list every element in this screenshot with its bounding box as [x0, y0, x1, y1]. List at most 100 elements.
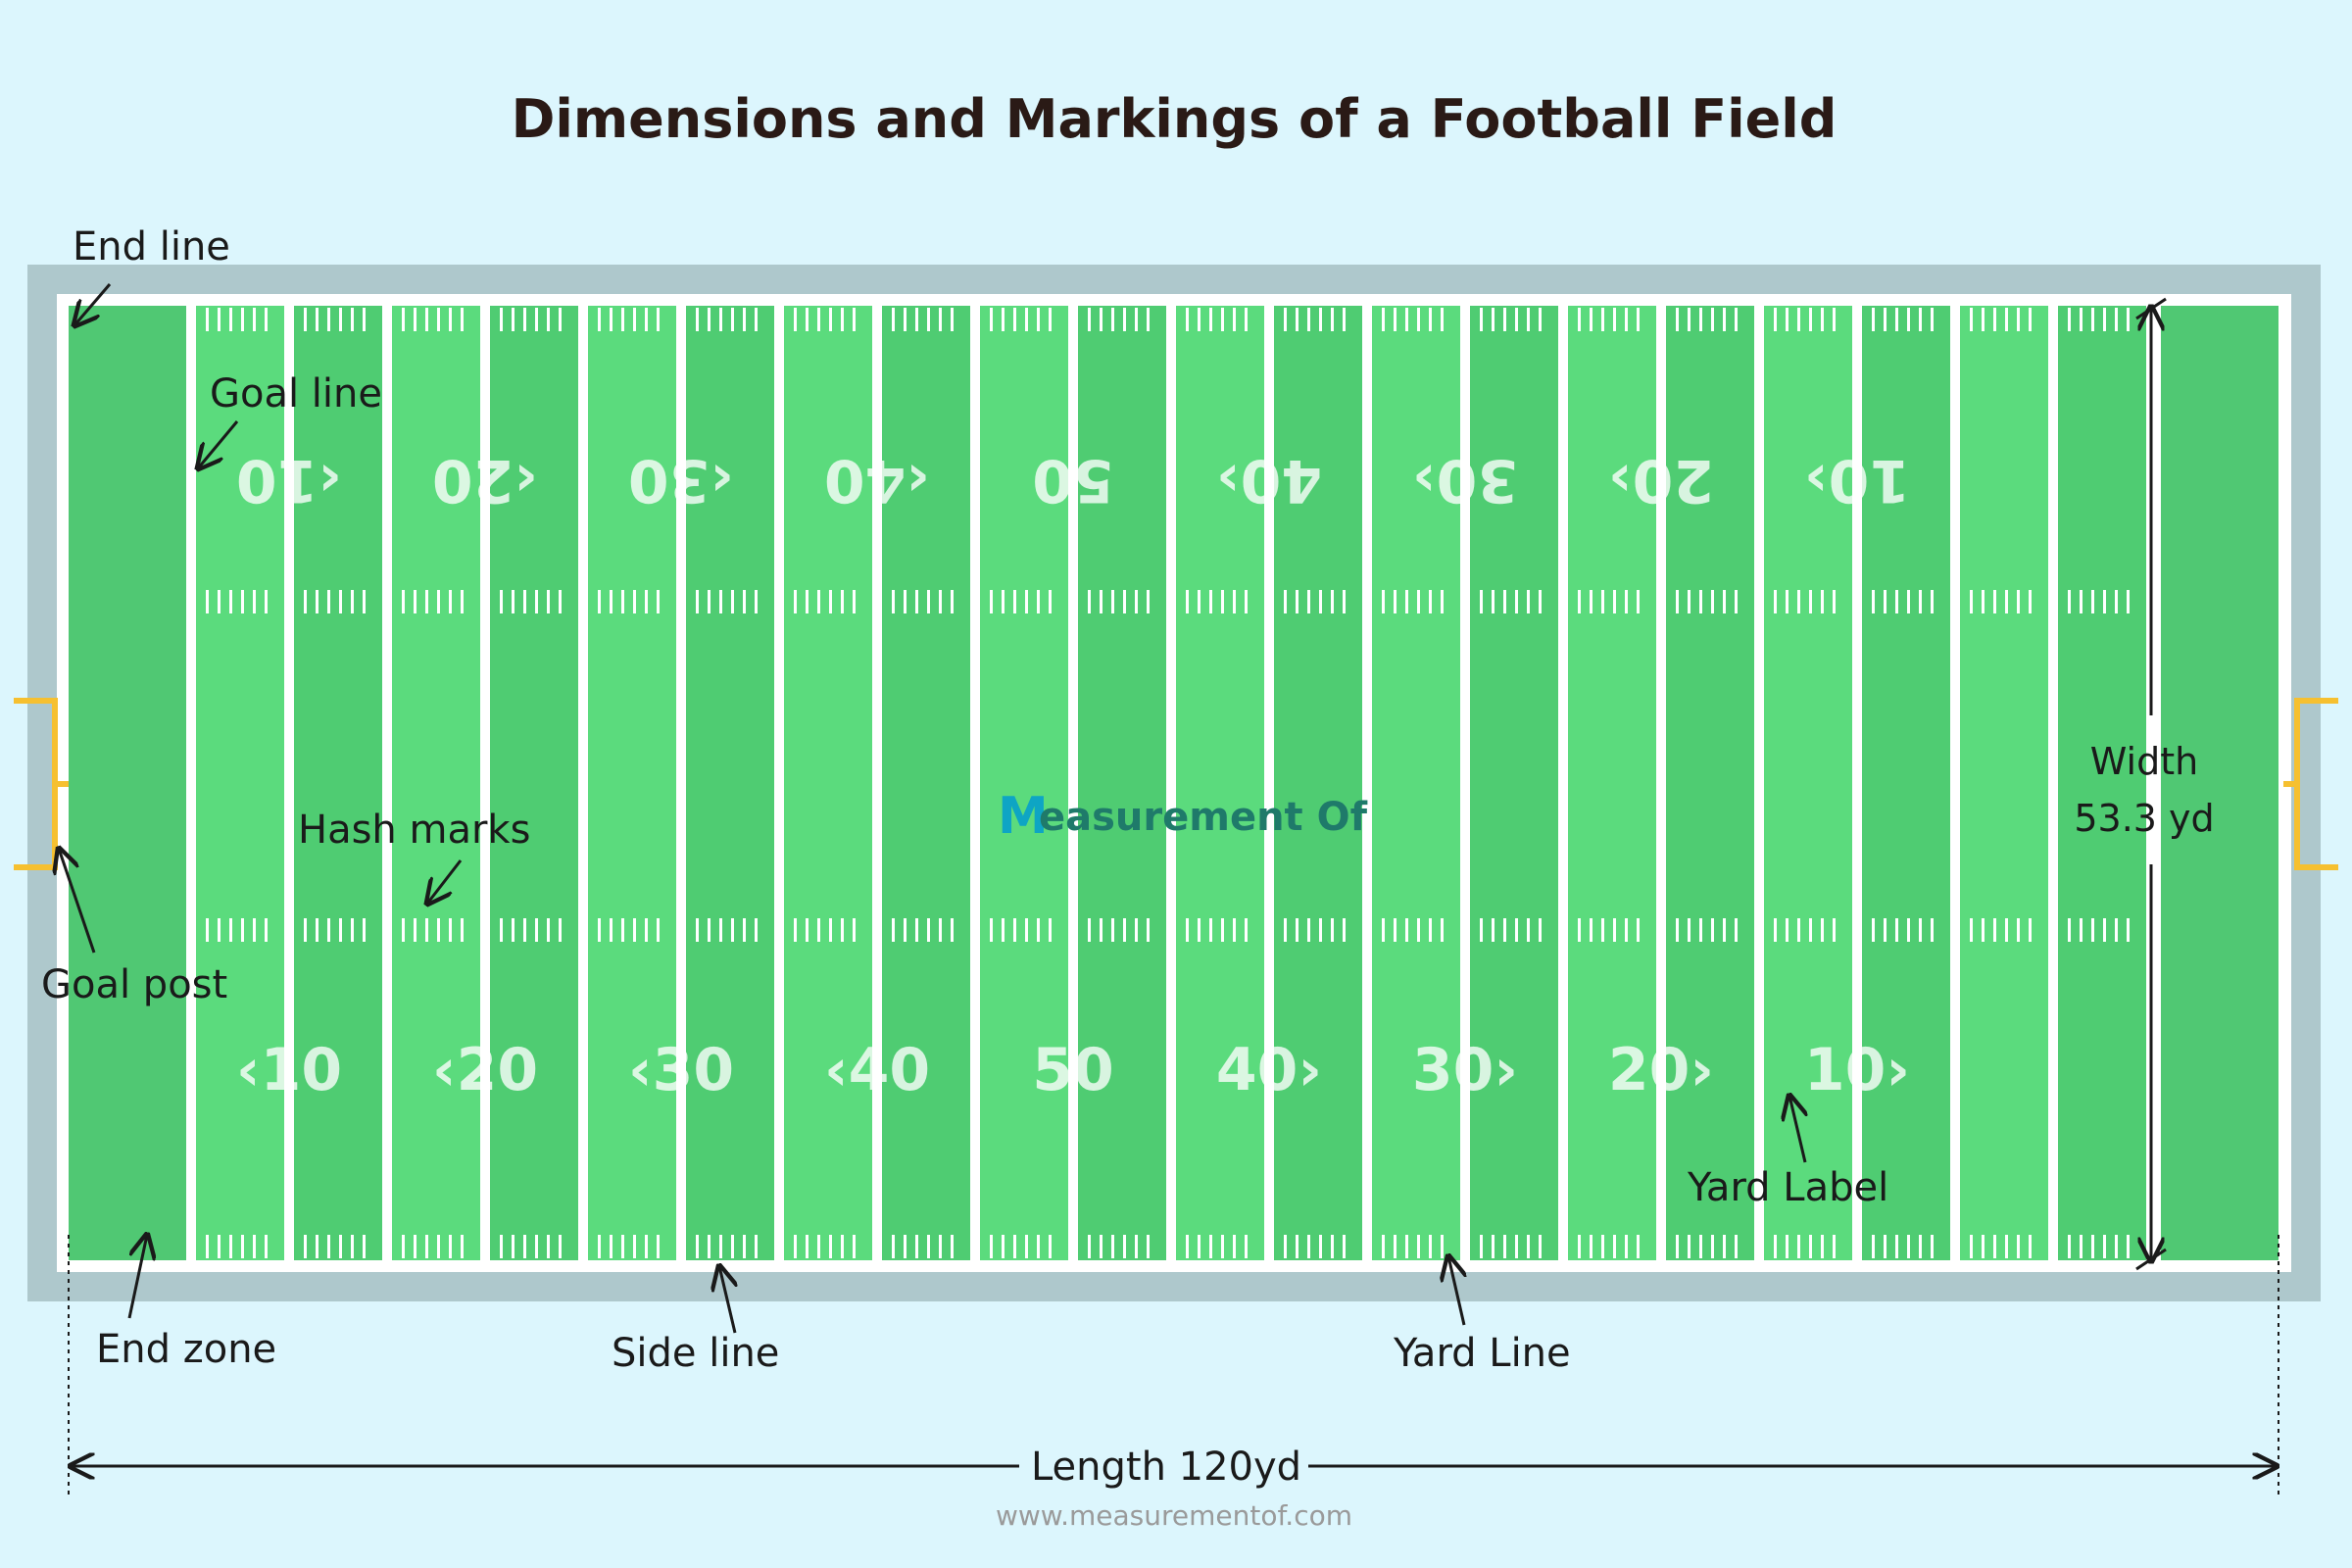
hash-mark-group	[1872, 1235, 1934, 1258]
hash-mark-group	[1676, 308, 1738, 331]
yard-number-bottom: 50	[1032, 1036, 1114, 1104]
hash-mark-group	[1088, 918, 1150, 942]
hash-mark-group	[1088, 1235, 1150, 1258]
hash-mark-group	[1970, 1235, 2032, 1258]
goal-post-right	[2283, 698, 2338, 870]
end-line-label: End line	[73, 224, 230, 270]
hash-mark-group	[1186, 1235, 1248, 1258]
field-strip	[2058, 306, 2146, 1260]
yard-number-top: ‹40	[824, 446, 930, 514]
hash-mark-group	[1382, 308, 1444, 331]
hash-mark-group	[1774, 1235, 1836, 1258]
hash-mark-group	[1480, 1235, 1542, 1258]
field-strip	[784, 306, 872, 1260]
hash-mark-group	[1578, 918, 1640, 942]
yard-number-bottom: 10›	[1804, 1036, 1910, 1104]
hash-mark-group	[1774, 590, 1836, 613]
hash-mark-group	[794, 308, 856, 331]
hash-mark-group	[304, 590, 366, 613]
hash-mark-group	[1970, 590, 2032, 613]
yard-line-arrow	[1448, 1256, 1464, 1326]
field-strip	[1960, 306, 2048, 1260]
hash-mark-group	[1578, 308, 1640, 331]
field-strip	[686, 306, 774, 1260]
yard-numbers-group: ‹10 ‹10 ‹20 ‹20 ‹30 ‹30 ‹40 ‹40 50 50 40› 40› 30› 30›…	[236, 446, 1910, 1104]
yard-number-top: 20›	[1608, 446, 1714, 514]
hash-mark-group	[598, 590, 660, 613]
hash-mark-group	[2068, 590, 2130, 613]
side-line-label: Side line	[612, 1331, 779, 1376]
hash-mark-group	[500, 1235, 562, 1258]
yard-label-label: Yard Label	[1687, 1165, 1888, 1210]
field-strip	[1372, 306, 1460, 1260]
yard-number-bottom: ‹30	[628, 1036, 734, 1104]
hash-mark-group	[892, 308, 954, 331]
width-label-line1: Width	[2090, 740, 2198, 783]
yard-number-top: 50	[1032, 446, 1114, 514]
hash-mark-group	[206, 918, 268, 942]
field-strip	[980, 306, 1068, 1260]
goal-line-label: Goal line	[210, 371, 382, 416]
field-strip	[1862, 306, 1950, 1260]
hash-mark-group	[1676, 590, 1738, 613]
hash-mark-group	[1284, 1235, 1346, 1258]
field-strip	[1176, 306, 1264, 1260]
hash-mark-group	[794, 1235, 856, 1258]
end-line-arrow	[74, 283, 112, 325]
yard-number-bottom: ‹10	[236, 1036, 342, 1104]
hash-mark-group	[1382, 590, 1444, 613]
hash-mark-group	[1774, 308, 1836, 331]
hash-mark-group	[1970, 918, 2032, 942]
hash-mark-group	[304, 1235, 366, 1258]
field-strip	[1470, 306, 1558, 1260]
hash-mark-group	[2068, 308, 2130, 331]
hash-mark-group	[696, 1235, 758, 1258]
yard-number-bottom: 30›	[1412, 1036, 1518, 1104]
end-zone-arrow	[127, 1235, 147, 1319]
field-strip	[588, 306, 676, 1260]
logo-text: easurement Of	[1039, 795, 1368, 840]
hash-mark-group	[696, 308, 758, 331]
hash-mark-group	[2068, 1235, 2130, 1258]
hash-mark-group	[1676, 918, 1738, 942]
yard-number-top: ‹10	[236, 446, 342, 514]
field-strip	[1078, 306, 1166, 1260]
hash-mark-group	[1578, 590, 1640, 613]
hash-mark-group	[304, 918, 366, 942]
hash-mark-group	[500, 590, 562, 613]
field-strip	[294, 306, 382, 1260]
footer-url: www.measurementof.com	[996, 1499, 1352, 1532]
hash-mark-group	[1480, 918, 1542, 942]
hash-mark-group	[696, 918, 758, 942]
hash-mark-group	[892, 918, 954, 942]
field-strip	[1274, 306, 1362, 1260]
hash-mark-group	[206, 308, 268, 331]
hash-mark-group	[1578, 1235, 1640, 1258]
measurementof-logo: M easurement Of	[998, 787, 1368, 846]
field-strip	[1764, 306, 1852, 1260]
hash-mark-group	[402, 918, 464, 942]
yard-label-arrow	[1789, 1096, 1805, 1163]
yard-number-top: 10›	[1804, 446, 1910, 514]
hash-mark-group	[402, 308, 464, 331]
hash-mark-group	[1774, 918, 1836, 942]
hash-mark-group	[892, 1235, 954, 1258]
goal-post-arrow	[59, 849, 96, 954]
hash-mark-group	[990, 590, 1052, 613]
hash-mark-group	[1676, 1235, 1738, 1258]
goal-post-left	[14, 698, 69, 870]
hash-marks-group	[206, 308, 2130, 1258]
hash-mark-group	[794, 590, 856, 613]
hash-mark-group	[990, 1235, 1052, 1258]
hash-mark-group	[892, 590, 954, 613]
yard-line-label: Yard Line	[1393, 1331, 1571, 1376]
hash-mark-group	[598, 1235, 660, 1258]
end-zone-label: End zone	[96, 1327, 276, 1372]
field-strip	[1666, 306, 1754, 1260]
hash-mark-group	[1872, 308, 1934, 331]
goal-line-arrow	[198, 420, 239, 468]
width-dimension	[2135, 297, 2167, 1271]
hash-marks-label: Hash marks	[298, 808, 530, 853]
hash-mark-group	[2068, 918, 2130, 942]
